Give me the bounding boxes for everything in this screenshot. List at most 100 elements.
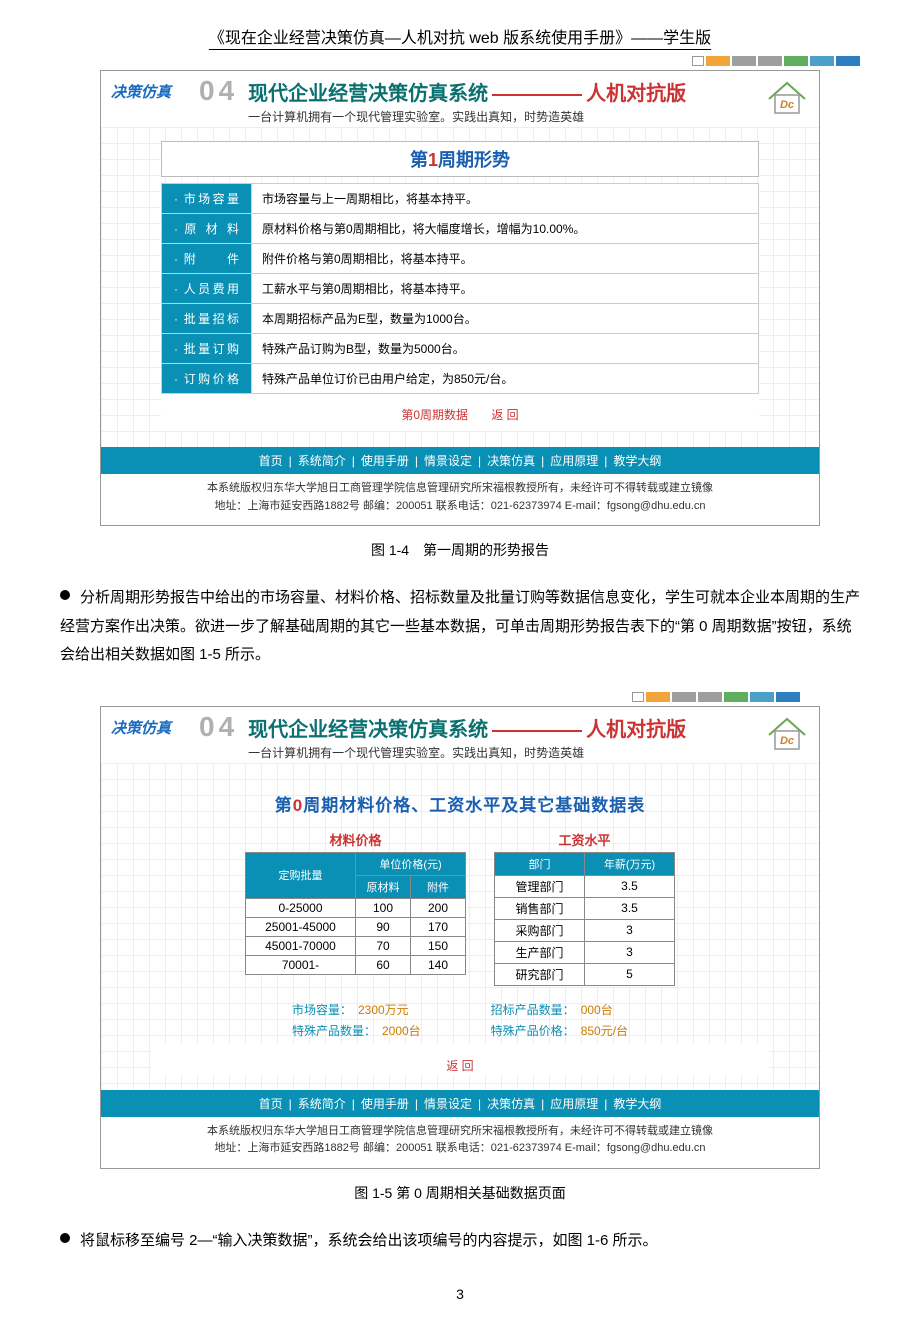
nav-item[interactable]: 应用原理	[550, 454, 598, 468]
caption-2: 图 1-5 第 0 周期相关基础数据页面	[0, 1183, 920, 1203]
bar-seg	[758, 56, 782, 66]
cell: 200	[411, 898, 466, 917]
cell: 3	[585, 941, 675, 963]
link-return[interactable]: 返 回	[446, 1059, 473, 1073]
row-label: · 批量招标	[162, 304, 252, 334]
material-table: 定购批量单位价格(元)原材料附件0-2500010020025001-45000…	[245, 852, 466, 975]
bar-seg	[724, 692, 748, 702]
color-bar-2	[0, 688, 920, 706]
cell: 5	[585, 963, 675, 985]
stat-val: 2000台	[382, 1024, 421, 1038]
panel1-title: 第1周期形势	[161, 141, 759, 177]
logo-text: 决策仿真	[111, 77, 171, 102]
cell: 150	[411, 936, 466, 955]
bar-seg	[698, 692, 722, 702]
nav-item[interactable]: 情景设定	[424, 1097, 472, 1111]
link-period0-data[interactable]: 第0周期数据	[401, 408, 468, 422]
cell: 3.5	[585, 875, 675, 897]
nav-item[interactable]: 决策仿真	[487, 1097, 535, 1111]
stat-val: 2300万元	[358, 1003, 409, 1017]
bottom-links: 第0周期数据 返 回	[161, 394, 759, 429]
cell: 100	[356, 898, 411, 917]
stats-left: 市场容量：2300万元特殊产品数量：2000台	[292, 1000, 421, 1043]
nav-bar: 首页|系统简介|使用手册|情景设定|决策仿真|应用原理|教学大纲	[101, 1090, 819, 1117]
bar-seg	[732, 56, 756, 66]
cell: 3	[585, 919, 675, 941]
row-text: 特殊产品订购为B型，数量为5000台。	[252, 334, 759, 364]
stats-right: 招标产品数量：000台特殊产品价格：850元/台	[491, 1000, 628, 1043]
row-label: · 原 材 料	[162, 214, 252, 244]
house-icon: Dc	[765, 713, 809, 753]
cell: 90	[356, 917, 411, 936]
row-label: · 人员费用	[162, 274, 252, 304]
logo-04: 04	[199, 713, 238, 741]
screenshot-2: 决策仿真 04 现代企业经营决策仿真系统人机对抗版 一台计算机拥有一个现代管理实…	[100, 706, 820, 1169]
cell: 3.5	[585, 897, 675, 919]
bar-seg	[784, 56, 808, 66]
nav-item[interactable]: 情景设定	[424, 454, 472, 468]
cell: 70001-	[246, 955, 356, 974]
screenshot-1: 决策仿真 04 现代企业经营决策仿真系统人机对抗版 一台计算机拥有一个现代管理实…	[100, 70, 820, 526]
nav-item[interactable]: 使用手册	[361, 1097, 409, 1111]
nav-bar: 首页|系统简介|使用手册|情景设定|决策仿真|应用原理|教学大纲	[101, 447, 819, 474]
cell: 25001-45000	[246, 917, 356, 936]
bar-seg	[706, 56, 730, 66]
cell: 170	[411, 917, 466, 936]
stat-key: 特殊产品数量：	[292, 1024, 376, 1038]
svg-text:Dc: Dc	[780, 735, 794, 747]
bullet-icon	[60, 1233, 70, 1243]
row-label: · 附 件	[162, 244, 252, 274]
bar-seg	[646, 692, 670, 702]
panel2-title: 第0周期材料价格、工资水平及其它基础数据表	[151, 791, 769, 816]
cell: 70	[356, 936, 411, 955]
row-text: 附件价格与第0周期相比，将基本持平。	[252, 244, 759, 274]
nav-item[interactable]: 使用手册	[361, 454, 409, 468]
stats-row: 市场容量：2300万元特殊产品数量：2000台 招标产品数量：000台特殊产品价…	[151, 1000, 769, 1043]
nav-item[interactable]: 系统简介	[298, 454, 346, 468]
row-label: · 批量订购	[162, 334, 252, 364]
cell: 采购部门	[495, 919, 585, 941]
cell: 45001-70000	[246, 936, 356, 955]
color-bar	[0, 52, 920, 70]
nav-item[interactable]: 首页	[259, 454, 283, 468]
link-return[interactable]: 返 回	[491, 408, 518, 422]
system-subtitle: 一台计算机拥有一个现代管理实验室。实践出真知，时势造英雄	[248, 108, 759, 125]
salary-block: 工资水平 部门年薪(万元)管理部门3.5销售部门3.5采购部门3生产部门3研究部…	[494, 830, 675, 986]
page-number: 3	[0, 1286, 920, 1302]
cell: 管理部门	[495, 875, 585, 897]
bar-seg	[810, 56, 834, 66]
salary-table: 部门年薪(万元)管理部门3.5销售部门3.5采购部门3生产部门3研究部门5	[494, 852, 675, 986]
system-title: 现代企业经营决策仿真系统人机对抗版	[248, 713, 759, 742]
cell: 研究部门	[495, 963, 585, 985]
cell: 销售部门	[495, 897, 585, 919]
row-text: 工薪水平与第0周期相比，将基本持平。	[252, 274, 759, 304]
cell: 生产部门	[495, 941, 585, 963]
material-block: 材料价格 定购批量单位价格(元)原材料附件0-2500010020025001-…	[245, 830, 466, 986]
paragraph-1: 分析周期形势报告中给出的市场容量、材料价格、招标数量及批量订购等数据信息变化，学…	[0, 584, 920, 670]
bar-seg	[836, 56, 860, 66]
nav-item[interactable]: 教学大纲	[613, 454, 661, 468]
salary-title: 工资水平	[494, 830, 675, 849]
caption-1: 图 1-4 第一周期的形势报告	[0, 540, 920, 560]
nav-item[interactable]: 系统简介	[298, 1097, 346, 1111]
row-text: 本周期招标产品为E型，数量为1000台。	[252, 304, 759, 334]
bar-seg	[750, 692, 774, 702]
nav-item[interactable]: 首页	[259, 1097, 283, 1111]
svg-text:Dc: Dc	[780, 99, 794, 111]
system-subtitle: 一台计算机拥有一个现代管理实验室。实践出真知，时势造英雄	[248, 744, 759, 761]
row-label: · 市场容量	[162, 184, 252, 214]
stat-val: 850元/台	[581, 1024, 628, 1038]
return-link-row: 返 回	[151, 1043, 769, 1074]
nav-item[interactable]: 决策仿真	[487, 454, 535, 468]
bar-seg	[672, 692, 696, 702]
nav-item[interactable]: 教学大纲	[613, 1097, 661, 1111]
logo-04: 04	[199, 77, 238, 105]
situation-table: · 市场容量市场容量与上一周期相比，将基本持平。· 原 材 料原材料价格与第0周…	[161, 183, 759, 394]
copyright: 本系统版权归东华大学旭日工商管理学院信息管理研究所宋福根教授所有，未经许可不得转…	[101, 1117, 819, 1168]
stat-val: 000台	[581, 1003, 613, 1017]
logo-text: 决策仿真	[111, 713, 171, 738]
bar-outline	[632, 692, 644, 702]
bullet-icon	[60, 590, 70, 600]
house-icon: Dc	[765, 77, 809, 117]
nav-item[interactable]: 应用原理	[550, 1097, 598, 1111]
